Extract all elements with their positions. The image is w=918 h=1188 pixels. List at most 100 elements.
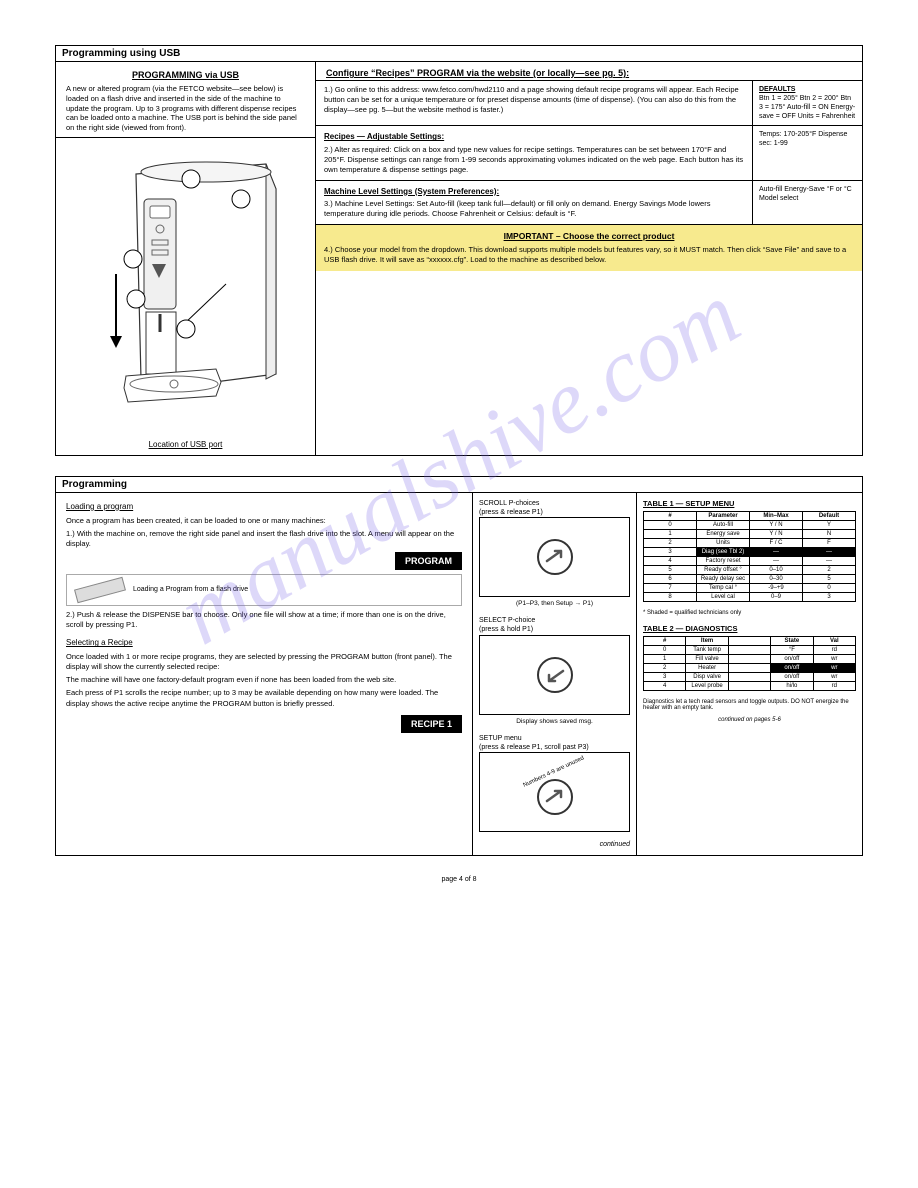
step2-right: Temps: 170-205°F Dispense sec: 1-99 <box>752 126 862 179</box>
table2-cell: on/off <box>771 654 813 663</box>
table1-cell: Units <box>697 538 750 547</box>
step3-text: 3.) Machine Level Settings: Set Auto-fil… <box>324 199 710 218</box>
table1-cell: 7 <box>644 583 697 592</box>
bottom-panel: Programming Loading a program Once a pro… <box>55 476 863 857</box>
right-continued: continued on pages 5-6 <box>643 717 856 723</box>
table2-th: State <box>771 636 813 645</box>
table1-cell: — <box>803 556 856 565</box>
table1-cell: — <box>750 556 803 565</box>
loading-p1: Once a program has been created, it can … <box>66 516 462 526</box>
table1-cell: 0–9 <box>750 592 803 601</box>
table2-cell: 3 <box>644 672 686 681</box>
machine-caption: Location of USB port <box>62 440 309 449</box>
table1-cell: 0 <box>644 520 697 529</box>
table1-cell: 0–30 <box>750 574 803 583</box>
table2-cell: Disp valve <box>686 672 728 681</box>
select-illustration <box>479 635 630 715</box>
setup-illustration: Numbers 4-9 are unused <box>479 752 630 832</box>
table1-cell: 4 <box>644 556 697 565</box>
table1-cell: Level cal <box>697 592 750 601</box>
table2-cell: on/off <box>771 672 813 681</box>
selecting-p2c: Each press of P1 scrolls the recipe numb… <box>66 688 462 708</box>
table2-cell: wr <box>813 672 855 681</box>
table2-title: TABLE 2 — DIAGNOSTICS <box>643 624 856 633</box>
table2-note: Diagnostics let a tech read sensors and … <box>643 699 856 711</box>
table1-cell: Y / N <box>750 529 803 538</box>
machine-settings-subhead: Machine Level Settings (System Preferenc… <box>324 187 744 198</box>
table2-cell <box>728 654 770 663</box>
table1-cell: 1 <box>644 529 697 538</box>
usb-drive-icon <box>74 577 126 603</box>
mid-t3b: (press & release P1, scroll past P3) <box>479 743 630 752</box>
table1-cell: 6 <box>644 574 697 583</box>
table2-cell: 1 <box>644 654 686 663</box>
program-button-label: PROGRAM <box>395 552 462 570</box>
table1-cell: -9–+9 <box>750 583 803 592</box>
table1-cell: Y / N <box>750 520 803 529</box>
table1-cell: 0 <box>803 583 856 592</box>
table1-cell: F / C <box>750 538 803 547</box>
loading-step1: 1.) With the machine on, remove the righ… <box>66 529 462 549</box>
table2-cell: hi/lo <box>771 681 813 690</box>
table1-th: Parameter <box>697 511 750 520</box>
loading-title: Loading a program <box>66 502 133 511</box>
recipe-button-label: RECIPE 1 <box>401 715 462 733</box>
table1-cell: 2 <box>803 565 856 574</box>
machine-illustration <box>66 144 306 434</box>
loading-step2: 2.) Push & release the DISPENSE bar to c… <box>66 610 462 630</box>
step2-text: 2.) Alter as required: Click on a box an… <box>324 145 743 174</box>
top-panel: Programming using USB PROGRAMMING via US… <box>55 45 863 456</box>
mid-t2a: SELECT P-choice <box>479 616 630 625</box>
table1-cell: — <box>803 547 856 556</box>
usb-prog-text: A new or altered program (via the FETCO … <box>66 84 305 133</box>
table1-th: Default <box>803 511 856 520</box>
table1-cell: 5 <box>803 574 856 583</box>
table2-cell <box>728 681 770 690</box>
table2-cell: °F <box>771 645 813 654</box>
recipes-subhead: Recipes — Adjustable Settings: <box>324 132 744 143</box>
top-panel-header: Programming using USB <box>56 46 862 62</box>
step3-right: Auto-fill Energy-Save °F or °C Model sel… <box>752 181 862 224</box>
diagnostics-table: #ItemStateVal 0Tank temp°Frd1Fill valveo… <box>643 636 856 691</box>
mid-cap1: (P1–P3, then Setup → P1) <box>479 600 630 608</box>
table2-cell <box>728 645 770 654</box>
table2-cell: 2 <box>644 663 686 672</box>
bottom-panel-header: Programming <box>56 477 862 493</box>
table2-cell: wr <box>813 663 855 672</box>
step1-text: 1.) Go online to this address: www.fetco… <box>316 81 752 125</box>
selecting-p2b: The machine will have one factory-defaul… <box>66 675 462 685</box>
mid-cap2: Display shows saved msg. <box>479 718 630 726</box>
table1-th: Min–Max <box>750 511 803 520</box>
table1-th: # <box>644 511 697 520</box>
table1-title: TABLE 1 — SETUP MENU <box>643 499 856 508</box>
table2-cell <box>728 672 770 681</box>
table1-cell: Diag (see Tbl 2) <box>697 547 750 556</box>
table1-cell: Temp cal ° <box>697 583 750 592</box>
table1-cell: Y <box>803 520 856 529</box>
setup-menu-table: #ParameterMin–MaxDefault 0Auto-fillY / N… <box>643 511 856 602</box>
right-title: Configure “Recipes” PROGRAM via the webs… <box>316 62 862 81</box>
table1-cell: 3 <box>803 592 856 601</box>
mid-t2b: (press & hold P1) <box>479 625 630 634</box>
table2-cell: Fill valve <box>686 654 728 663</box>
table1-cell: Auto-fill <box>697 520 750 529</box>
table1-cell: 8 <box>644 592 697 601</box>
usb-caption: Loading a Program from a flash drive <box>133 585 248 594</box>
table1-cell: N <box>803 529 856 538</box>
table1-cell: Energy save <box>697 529 750 538</box>
table2-cell <box>728 663 770 672</box>
table2-cell: 0 <box>644 645 686 654</box>
table1-cell: Ready delay sec <box>697 574 750 583</box>
table1-cell: 0–10 <box>750 565 803 574</box>
mid-continued: continued <box>479 840 630 849</box>
table1-cell: 5 <box>644 565 697 574</box>
table2-cell: Tank temp <box>686 645 728 654</box>
table1-cell: 3 <box>644 547 697 556</box>
table2-th: # <box>644 636 686 645</box>
selecting-p2a: Once loaded with 1 or more recipe progra… <box>66 652 462 672</box>
table2-th <box>728 636 770 645</box>
table2-cell: 4 <box>644 681 686 690</box>
table1-cell: Ready offset ° <box>697 565 750 574</box>
mid-t1b: (press & release P1) <box>479 508 630 517</box>
usb-prog-title: PROGRAMMING via USB <box>66 70 305 80</box>
